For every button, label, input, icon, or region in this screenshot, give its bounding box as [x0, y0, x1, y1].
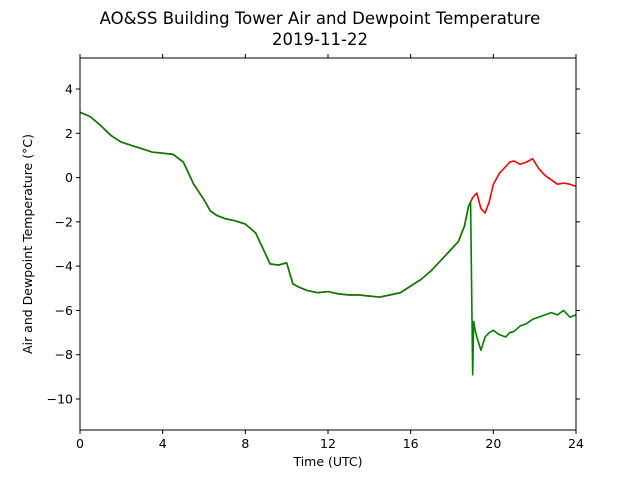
y-tick-label-0: −10 — [47, 392, 73, 407]
y-tick-label-3: −4 — [55, 259, 73, 274]
y-tick-label-7: 4 — [65, 82, 73, 97]
y-axis-ticks: −10 −8 −6 −4 −2 0 2 4 — [47, 82, 580, 407]
x-axis-label: Time (UTC) — [292, 454, 362, 469]
y-tick-label-4: −2 — [55, 214, 73, 229]
plot-series — [79, 111, 577, 376]
y-tick-label-1: −8 — [55, 347, 73, 362]
x-tick-label-3: 12 — [320, 436, 336, 451]
chart-subtitle: 2019-11-22 — [272, 30, 368, 49]
x-axis-ticks: 0 4 8 12 16 20 24 — [76, 54, 584, 451]
x-tick-label-4: 16 — [403, 436, 419, 451]
x-tick-label-5: 20 — [485, 436, 501, 451]
y-axis-label: Air and Dewpoint Temperature (°C) — [20, 134, 35, 354]
plot-frame — [79, 57, 577, 431]
x-tick-label-6: 24 — [568, 436, 584, 451]
series-line-1 — [79, 111, 577, 376]
x-tick-label-2: 8 — [241, 436, 249, 451]
x-tick-label-1: 4 — [159, 436, 167, 451]
y-tick-label-5: 0 — [65, 170, 73, 185]
series-line-0 — [79, 111, 577, 298]
x-tick-label-0: 0 — [76, 436, 84, 451]
chart-title: AO&SS Building Tower Air and Dewpoint Te… — [100, 9, 541, 28]
y-tick-label-2: −6 — [55, 303, 73, 318]
y-tick-label-6: 2 — [65, 126, 73, 141]
